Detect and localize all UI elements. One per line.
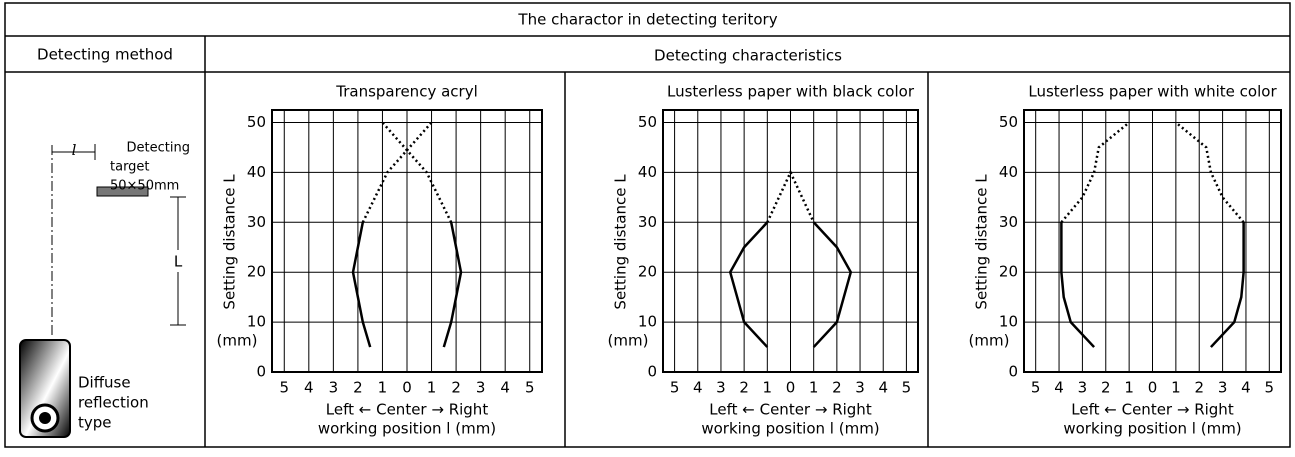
x-axis-label: Left ← Center → Right xyxy=(1071,401,1234,419)
target-label: 50×50mm xyxy=(110,179,179,194)
x-tick-label: 4 xyxy=(693,379,703,397)
x-axis-label: Left ← Center → Right xyxy=(709,401,872,419)
x-tick-label: 5 xyxy=(279,379,289,397)
y-axis-unit: (mm) xyxy=(608,332,649,350)
x-tick-label: 4 xyxy=(1241,379,1251,397)
x-tick-label: 1 xyxy=(1124,379,1134,397)
x-tick-label: 0 xyxy=(402,379,412,397)
chart-title: Lusterless paper with white color xyxy=(1028,83,1277,101)
x-tick-label: 3 xyxy=(1078,379,1088,397)
x-tick-label: 2 xyxy=(1194,379,1204,397)
x-tick-label: 2 xyxy=(451,379,461,397)
x-tick-label: 0 xyxy=(786,379,796,397)
y-tick-label: 0 xyxy=(647,363,657,381)
table-title: The charactor in detecting teritory xyxy=(517,11,777,29)
curve xyxy=(814,222,851,347)
sensor-label: type xyxy=(78,414,112,432)
x-tick-label: 4 xyxy=(1054,379,1064,397)
x-axis-label: working position l (mm) xyxy=(701,420,879,438)
curve xyxy=(1211,222,1244,347)
sensor-label: Diffuse xyxy=(78,374,131,392)
sensor-lens xyxy=(39,412,51,424)
y-tick-label: 40 xyxy=(247,163,266,181)
curve xyxy=(730,222,767,347)
datasheet: The charactor in detecting teritory Dete… xyxy=(0,0,1295,453)
target-label: Detecting xyxy=(127,141,190,156)
y-tick-label: 30 xyxy=(247,213,266,231)
x-tick-label: 5 xyxy=(525,379,535,397)
chart-title: Lusterless paper with black color xyxy=(667,83,915,101)
x-tick-label: 3 xyxy=(1218,379,1228,397)
y-axis-label: Setting distance L xyxy=(973,174,991,310)
x-tick-label: 3 xyxy=(855,379,865,397)
x-tick-label: 3 xyxy=(716,379,726,397)
x-tick-label: 3 xyxy=(476,379,486,397)
y-tick-label: 50 xyxy=(247,113,266,131)
x-axis-label: working position l (mm) xyxy=(318,420,496,438)
y-axis-label: Setting distance L xyxy=(221,174,239,310)
y-axis-unit: (mm) xyxy=(969,332,1010,350)
x-tick-label: 5 xyxy=(670,379,680,397)
x-tick-label: 4 xyxy=(878,379,888,397)
x-tick-label: 4 xyxy=(500,379,510,397)
curve xyxy=(444,222,461,347)
x-axis-label: Left ← Center → Right xyxy=(326,401,489,419)
x-tick-label: 1 xyxy=(1171,379,1181,397)
curve xyxy=(353,222,370,347)
x-tick-label: 2 xyxy=(739,379,749,397)
y-tick-label: 10 xyxy=(247,313,266,331)
y-tick-label: 20 xyxy=(999,263,1018,281)
curve xyxy=(1061,222,1094,347)
y-tick-label: 20 xyxy=(247,263,266,281)
y-tick-label: 0 xyxy=(1008,363,1018,381)
y-tick-label: 0 xyxy=(256,363,266,381)
x-axis-label: working position l (mm) xyxy=(1063,420,1241,438)
y-tick-label: 30 xyxy=(638,213,657,231)
x-tick-label: 0 xyxy=(1148,379,1158,397)
y-tick-label: 50 xyxy=(638,113,657,131)
x-tick-label: 1 xyxy=(378,379,388,397)
x-tick-label: 2 xyxy=(353,379,363,397)
y-tick-label: 30 xyxy=(999,213,1018,231)
offset-symbol: l xyxy=(72,141,77,159)
y-tick-label: 10 xyxy=(638,313,657,331)
y-axis-unit: (mm) xyxy=(217,332,258,350)
column-header: Detecting method xyxy=(37,46,173,64)
x-tick-label: 1 xyxy=(809,379,819,397)
x-tick-label: 1 xyxy=(763,379,773,397)
x-tick-label: 3 xyxy=(329,379,339,397)
sensor-label: reflection xyxy=(78,394,149,412)
target-label: target xyxy=(110,160,150,175)
y-tick-label: 40 xyxy=(999,163,1018,181)
x-tick-label: 5 xyxy=(902,379,912,397)
x-tick-label: 5 xyxy=(1265,379,1275,397)
y-tick-label: 20 xyxy=(638,263,657,281)
y-tick-label: 50 xyxy=(999,113,1018,131)
column-header: Detecting characteristics xyxy=(654,47,842,65)
x-tick-label: 2 xyxy=(1101,379,1111,397)
x-tick-label: 5 xyxy=(1031,379,1041,397)
y-tick-label: 10 xyxy=(999,313,1018,331)
y-axis-label: Setting distance L xyxy=(612,174,630,310)
x-tick-label: 1 xyxy=(427,379,437,397)
y-tick-label: 40 xyxy=(638,163,657,181)
x-tick-label: 2 xyxy=(832,379,842,397)
distance-symbol: L xyxy=(174,253,183,271)
chart-title: Transparency acryl xyxy=(335,83,477,101)
x-tick-label: 4 xyxy=(304,379,314,397)
